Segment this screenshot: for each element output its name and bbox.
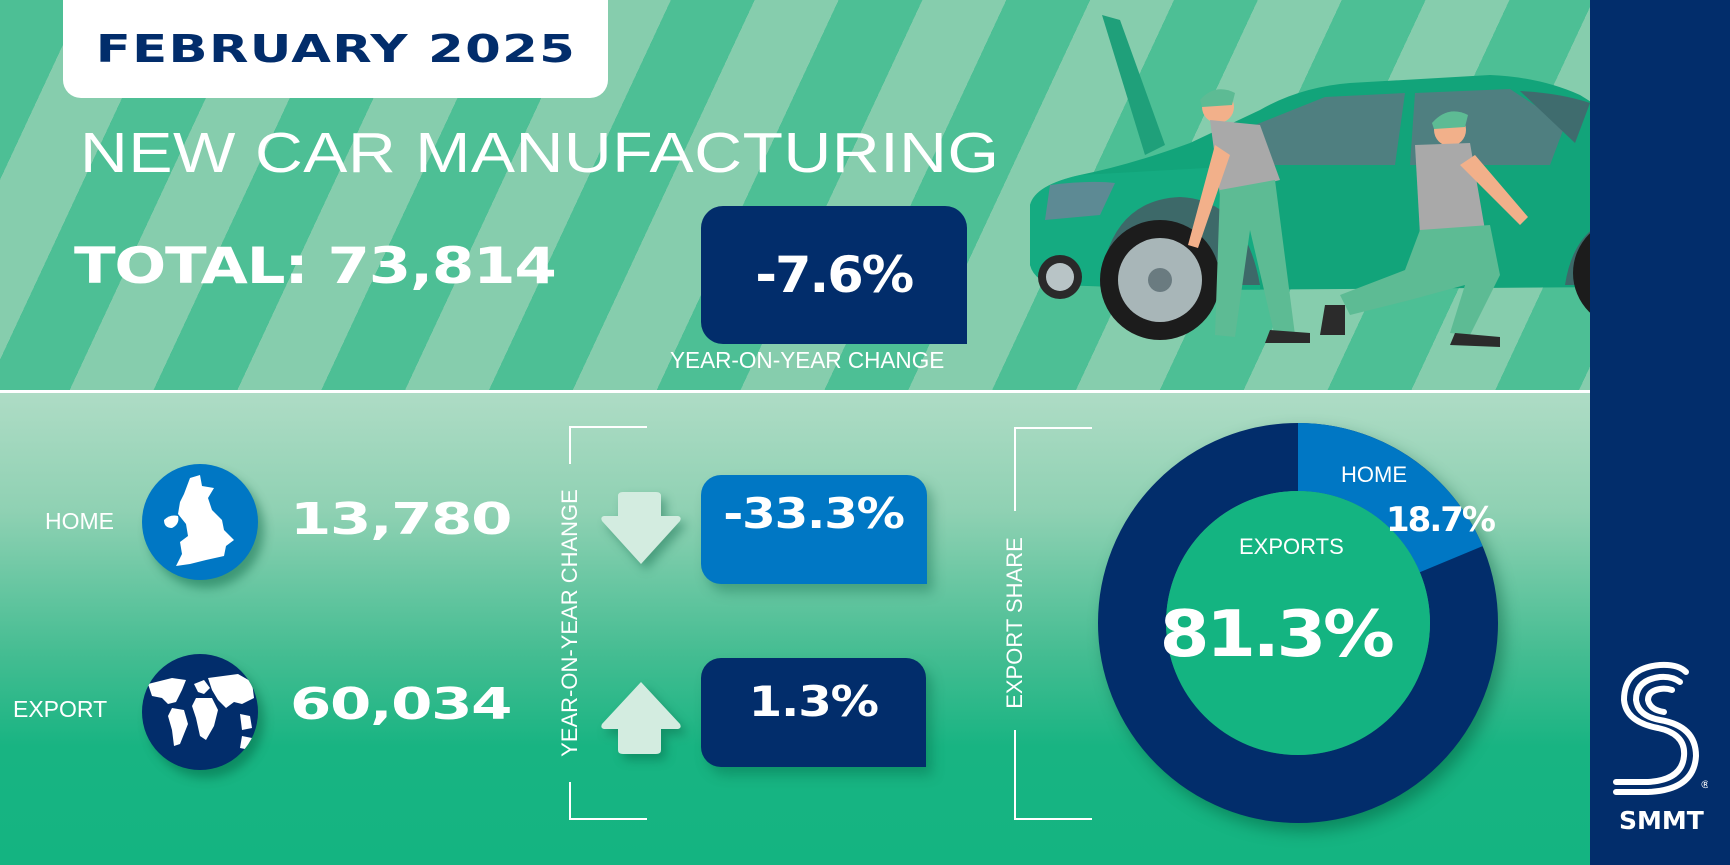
brand-name: SMMT: [1619, 806, 1704, 835]
export-label: EXPORT: [13, 696, 108, 722]
home-volume: 13,780: [290, 494, 512, 545]
export-volume: 60,034: [290, 679, 512, 730]
total-yoy-caption: YEAR-ON-YEAR CHANGE: [670, 347, 945, 373]
total-yoy-value: -7.6%: [755, 246, 915, 304]
home-yoy-value: -33.3%: [723, 489, 906, 538]
export-yoy-badge: 1.3%: [701, 658, 926, 767]
yoy-bracket-top-h: [569, 426, 647, 428]
yoy-bracket-top-v: [569, 426, 571, 464]
home-label: HOME: [45, 508, 114, 534]
page-title: NEW CAR MANUFACTURING: [80, 121, 1000, 185]
export-yoy-value: 1.3%: [748, 677, 880, 726]
share-bracket-top-h: [1014, 427, 1092, 429]
yoy-section-label: YEAR-ON-YEAR CHANGE: [557, 489, 582, 757]
home-yoy-badge: -33.3%: [701, 475, 927, 584]
world-map-icon: [142, 654, 258, 770]
arrow-up-icon: [601, 682, 681, 754]
total-production: TOTAL: 73,814: [74, 237, 557, 295]
export-share-donut-chart: [1098, 423, 1498, 823]
donut-exports-pct: 81.3%: [1159, 598, 1395, 672]
smmt-logo-icon: ®: [1613, 661, 1708, 795]
export-share-section-label: EXPORT SHARE: [1002, 537, 1027, 709]
share-bracket-top-v: [1014, 427, 1016, 511]
yoy-bracket-bottom-v: [569, 782, 571, 820]
donut-exports-label: EXPORTS: [1239, 534, 1344, 559]
donut-home-segment: [1298, 423, 1483, 573]
total-yoy-badge: -7.6%: [701, 206, 967, 344]
yoy-bracket-bottom-h: [569, 818, 647, 820]
section-divider: [0, 390, 1590, 393]
registered-mark: ®: [1700, 778, 1708, 791]
donut-home-label: HOME: [1341, 462, 1407, 487]
donut-home-pct: 18.7%: [1386, 500, 1496, 540]
arrow-down-icon: [601, 492, 681, 564]
report-date: FEBRUARY 2025: [95, 27, 576, 71]
share-bracket-bottom-h: [1014, 818, 1092, 820]
share-bracket-bottom-v: [1014, 730, 1016, 820]
car-mechanics-illustration: [1030, 15, 1730, 347]
date-badge: FEBRUARY 2025: [63, 0, 608, 98]
uk-map-icon: [142, 464, 258, 580]
